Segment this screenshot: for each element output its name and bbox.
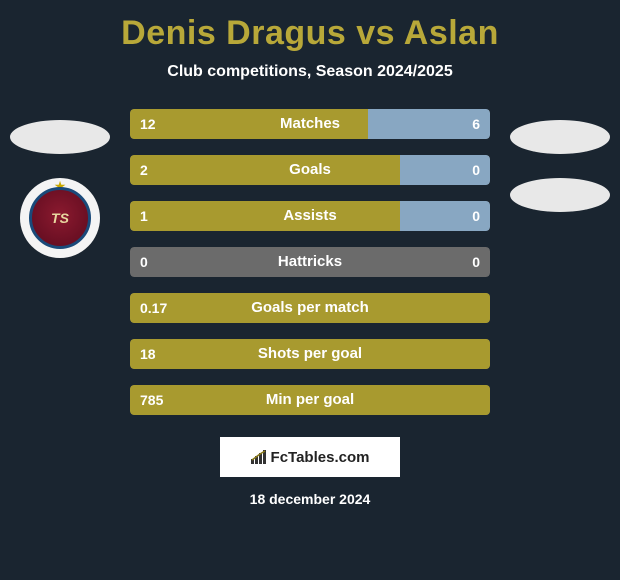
bar-label: Goals <box>130 155 490 185</box>
club-crest-icon <box>29 187 91 249</box>
compare-bars: 126Matches 20Goals 10Assists 00Hattricks 0.1… <box>130 109 490 415</box>
club-right-placeholder <box>510 178 610 212</box>
logo-text: FcTables.com <box>271 449 370 466</box>
fctables-logo: FcTables.com <box>220 437 400 477</box>
bar-label: Matches <box>130 109 490 139</box>
bar-row: 10Assists <box>130 201 490 231</box>
bar-label: Goals per match <box>130 293 490 323</box>
bar-label: Shots per goal <box>130 339 490 369</box>
bar-row: 785Min per goal <box>130 385 490 415</box>
player-left-badges: ★ <box>10 120 110 258</box>
bar-label: Min per goal <box>130 385 490 415</box>
bar-label: Assists <box>130 201 490 231</box>
date-text: 18 december 2024 <box>0 491 620 507</box>
bar-row: 0.17Goals per match <box>130 293 490 323</box>
bar-row: 18Shots per goal <box>130 339 490 369</box>
player-right-placeholder <box>510 120 610 154</box>
chart-icon <box>251 450 267 464</box>
bar-row: 00Hattricks <box>130 247 490 277</box>
player-right-badges <box>510 120 610 212</box>
page-title: Denis Dragus vs Aslan <box>0 0 620 53</box>
bar-row: 126Matches <box>130 109 490 139</box>
page-subtitle: Club competitions, Season 2024/2025 <box>0 63 620 81</box>
bar-row: 20Goals <box>130 155 490 185</box>
player-left-placeholder <box>10 120 110 154</box>
bar-label: Hattricks <box>130 247 490 277</box>
club-badge-left: ★ <box>20 178 100 258</box>
